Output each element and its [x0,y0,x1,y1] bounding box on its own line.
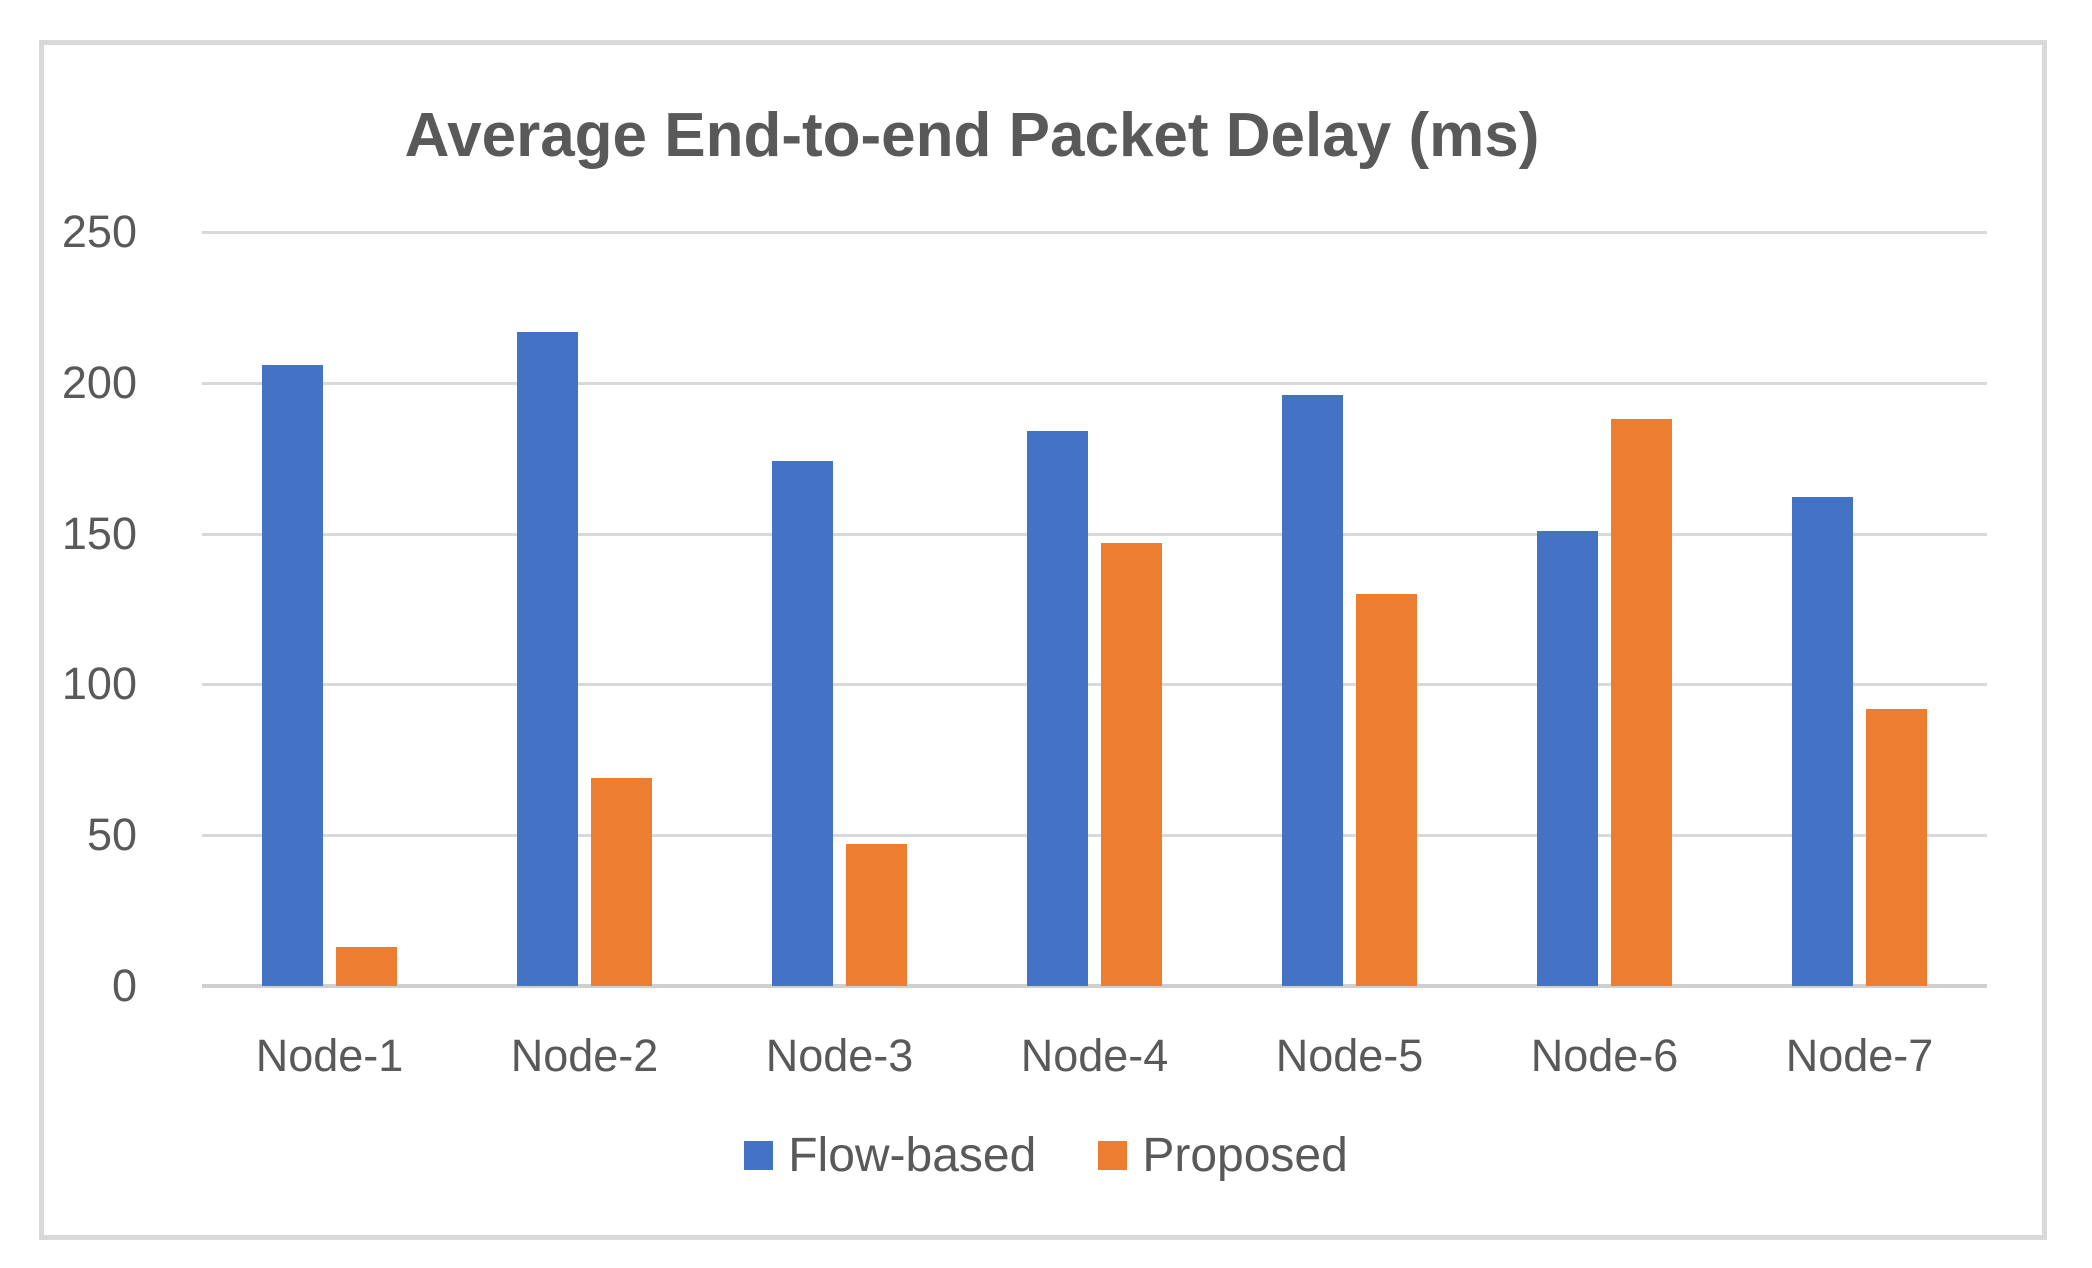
y-tick-label-100: 100 [61,658,137,710]
bar-proposed-node-7 [1866,708,1927,986]
bars-node-5 [1222,394,1477,986]
gridline-100 [202,683,1987,687]
bars-node-4 [967,431,1222,986]
y-tick-label-50: 50 [86,809,137,861]
gridline-50 [202,834,1987,838]
bar-group-node-6: Node-6 [1477,232,1732,1081]
bar-flow-based-node-7 [1792,497,1853,986]
legend-item-flow-based: Flow-based [744,1128,1036,1183]
plot-area: Node-1 Node-2 Node-3 Node-4 Node-5 Node-6 Node… [202,231,1987,1081]
bar-group-node-5: Node-5 [1222,232,1477,1081]
chart-title: Average End-to-end Packet Delay (ms) [404,101,1540,170]
bars-node-2 [457,331,712,986]
bars-node-3 [712,461,967,986]
bar-proposed-node-4 [1101,542,1162,986]
bar-flow-based-node-5 [1282,394,1343,986]
legend-label-proposed: Proposed [1142,1129,1348,1182]
legend-swatch-icon [744,1141,774,1170]
bar-flow-based-node-2 [517,331,578,986]
x-tick-label-node-7: Node-7 [1785,1030,1934,1081]
bar-flow-based-node-3 [772,461,833,986]
bar-group-node-4: Node-4 [967,232,1222,1081]
bar-proposed-node-1 [336,946,397,986]
bar-proposed-node-3 [846,844,907,986]
y-tick-label-250: 250 [61,206,137,257]
x-tick-label-node-6: Node-6 [1530,1030,1679,1081]
bars-node-1 [202,364,457,986]
bar-proposed-node-6 [1611,419,1672,986]
gridline-200 [202,381,1987,385]
bars-node-7 [1732,497,1987,986]
bar-flow-based-node-1 [262,364,323,986]
legend-item-proposed: Proposed [1098,1128,1348,1183]
x-tick-label-node-5: Node-5 [1275,1030,1424,1081]
x-tick-label-node-2: Node-2 [510,1030,659,1081]
bar-group-node-1: Node-1 [202,232,457,1081]
x-tick-label-node-1: Node-1 [255,1030,404,1081]
legend-label-flow-based: Flow-based [788,1129,1037,1182]
bar-proposed-node-2 [591,777,652,986]
legend-swatch-icon [1098,1141,1128,1170]
y-axis: 250 200 150 100 50 0 [0,206,150,1011]
bar-flow-based-node-4 [1027,431,1088,986]
bar-group-node-2: Node-2 [457,232,712,1081]
bar-proposed-node-5 [1356,593,1417,986]
bar-groups: Node-1 Node-2 Node-3 Node-4 Node-5 Node-6 Node… [202,232,1987,1081]
x-axis-line [202,984,1987,988]
gridline-250 [202,231,1987,234]
bar-group-node-3: Node-3 [712,232,967,1081]
legend: Flow-based Proposed [0,1128,2092,1183]
gridline-150 [202,532,1987,536]
x-tick-label-node-4: Node-4 [1020,1030,1169,1081]
bar-flow-based-node-6 [1537,530,1598,986]
x-tick-label-node-3: Node-3 [765,1030,914,1081]
y-tick-label-200: 200 [61,356,137,408]
bar-group-node-7: Node-7 [1732,232,1987,1081]
y-tick-label-150: 150 [61,507,137,559]
bars-node-6 [1477,419,1732,986]
y-tick-label-0: 0 [111,960,137,1011]
